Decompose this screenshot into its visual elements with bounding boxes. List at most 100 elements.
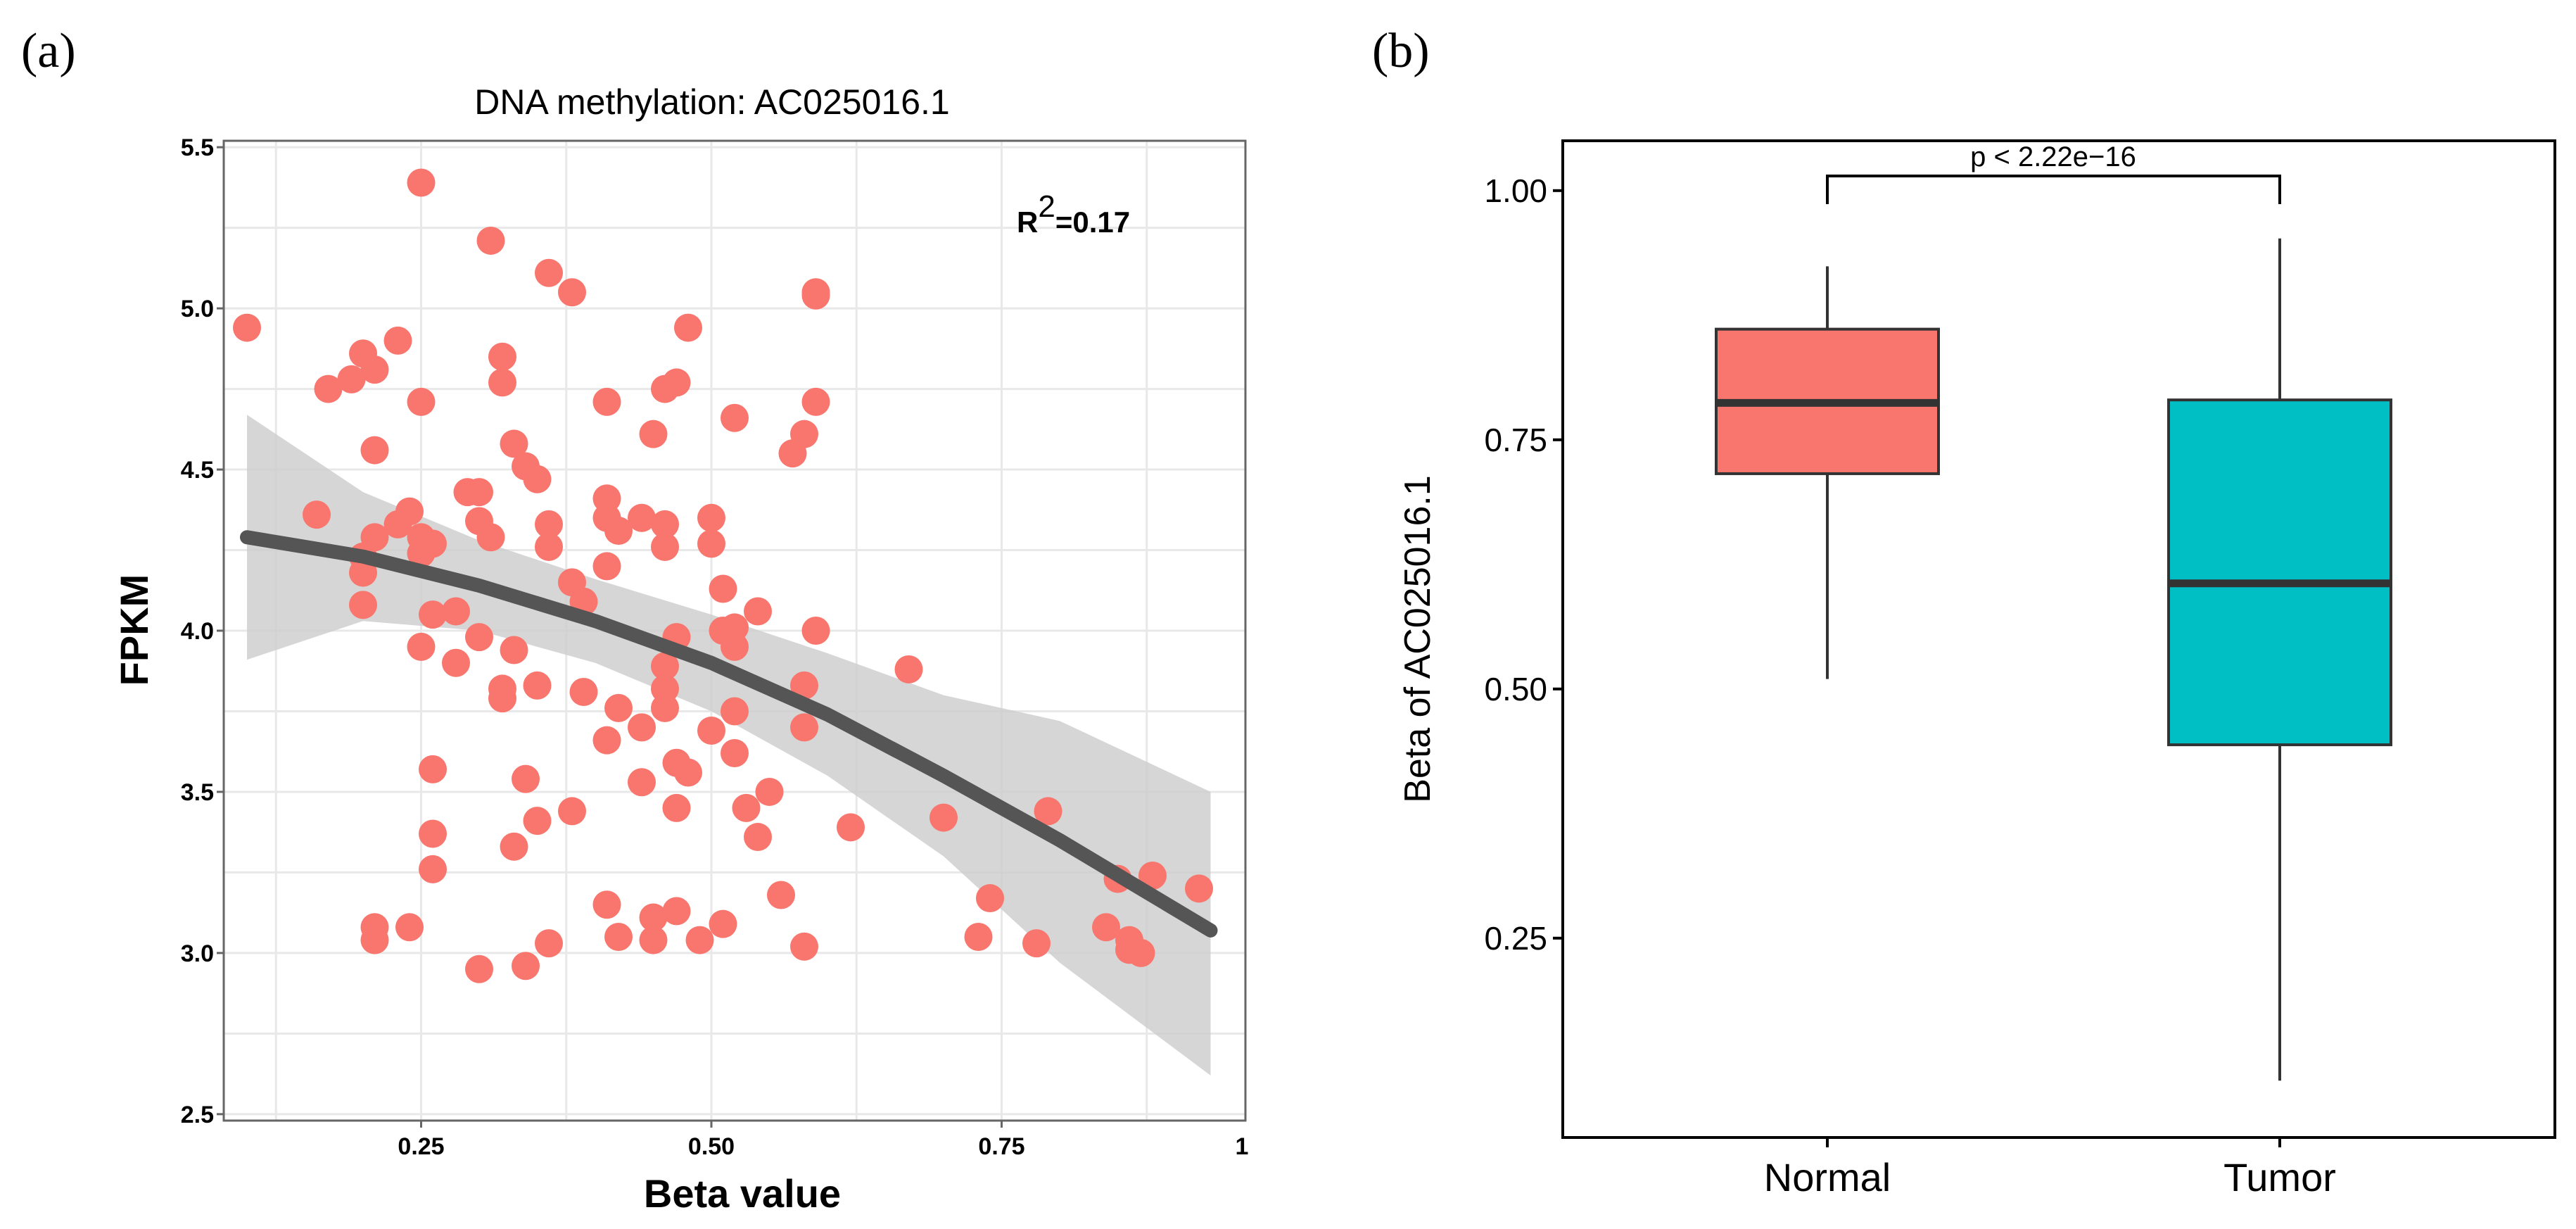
scatter-point [709, 909, 737, 938]
panel-a-y-ticks: 2.5 3.0 3.5 4.0 4.5 5.0 5.5 [181, 134, 224, 1128]
scatter-point [407, 632, 436, 661]
scatter-point [419, 600, 447, 629]
panel-a-y-axis-title: FPKM [112, 574, 156, 686]
scatter-point [651, 532, 679, 561]
scatter-point [592, 387, 621, 416]
scatter-point [651, 652, 679, 681]
scatter-point [639, 420, 668, 448]
scatter-point [721, 403, 749, 432]
scatter-point [767, 881, 795, 909]
scatter-point [662, 793, 691, 822]
y-tick-label: 4.5 [181, 457, 214, 484]
scatter-point [512, 764, 540, 793]
scatter-point [488, 368, 516, 397]
scatter-point [349, 558, 377, 587]
scatter-point [383, 326, 412, 355]
confidence-band [247, 415, 1211, 1076]
scatter-point [360, 926, 389, 954]
scatter-point [407, 387, 436, 416]
scatter-point [628, 713, 656, 742]
scatter-point [755, 777, 784, 806]
scatter-point [639, 903, 668, 932]
scatter-point [569, 678, 598, 706]
r-squared-annotation: R2=0.17 [1017, 189, 1130, 239]
scatter-point [592, 890, 621, 919]
y-tick-label: 2.5 [181, 1102, 214, 1128]
scatter-point [674, 758, 702, 787]
scatter-point [303, 500, 331, 529]
r2-value: =0.17 [1055, 206, 1130, 239]
scatter-point [744, 823, 772, 852]
scatter-point [732, 793, 761, 822]
scatter-point [801, 617, 830, 645]
scatter-point [801, 278, 830, 307]
panel-b-boxplot: (b) 0.25 0.50 0.75 1.00 Normal Tumor p < 2.2… [1372, 24, 2556, 1199]
scatter-point [337, 365, 366, 393]
y-tick-label: 0.50 [1484, 671, 1547, 707]
scatter-point [535, 532, 563, 561]
y-tick-label: 0.25 [1484, 920, 1547, 957]
scatter-point [662, 897, 691, 926]
scatter-point [419, 755, 447, 783]
r2-prefix: R [1017, 206, 1038, 239]
scatter-point [465, 478, 493, 507]
scatter-point [790, 671, 818, 700]
scatter-point [1034, 797, 1062, 826]
scatter-point [929, 803, 958, 832]
panel-a-label: (a) [21, 24, 76, 78]
scatter-point [592, 552, 621, 581]
panel-b-y-axis-title: Beta of AC025016.1 [1397, 475, 1438, 803]
scatter-point [721, 697, 749, 726]
scatter-point [500, 636, 528, 664]
scatter-point [442, 648, 470, 677]
scatter-point [1127, 938, 1155, 967]
scatter-point [488, 342, 516, 371]
scatter-point [592, 726, 621, 755]
scatter-point [674, 313, 702, 342]
y-tick-label: 1.00 [1484, 172, 1547, 209]
scatter-point [419, 855, 447, 883]
scatter-point [512, 952, 540, 981]
scatter-point [651, 693, 679, 722]
scatter-point [697, 716, 725, 745]
scatter-point [523, 465, 552, 493]
scatter-point [1092, 913, 1120, 942]
scatter-point [395, 913, 424, 942]
scatter-point [964, 923, 993, 951]
scatter-point [535, 510, 563, 538]
scatter-point [639, 926, 668, 954]
scatter-point [976, 884, 1004, 913]
significance-bracket [1826, 175, 2281, 204]
panel-a-x-ticks: 0.25 0.50 0.75 1 [398, 1121, 1248, 1160]
scatter-point [721, 632, 749, 661]
scatter-point [360, 355, 389, 384]
r2-superscript: 2 [1038, 189, 1055, 224]
boxes [1715, 238, 2392, 1081]
scatter-point [685, 926, 714, 954]
panel-b-x-ticks: Normal Tumor [1764, 1137, 2336, 1199]
scatter-point [558, 278, 586, 307]
x-tick-label: 1 [1236, 1133, 1249, 1160]
scatter-point [604, 517, 633, 546]
scatter-point [500, 832, 528, 861]
x-tick-label: 0.75 [978, 1133, 1024, 1160]
scatter-point [476, 523, 505, 552]
scatter-point [488, 684, 516, 713]
scatter-point [314, 374, 343, 403]
panel-b-plot-frame [1561, 139, 2556, 1139]
scatter-point [1138, 862, 1167, 890]
scatter-point [349, 591, 377, 619]
scatter-point [790, 932, 818, 961]
significance-label: p < 2.22e−16 [1970, 141, 2136, 172]
scatter-point [801, 387, 830, 416]
scatter-point [523, 807, 552, 836]
panel-a-scatter: (a) DNA methylation: AC025016.1 2.5 3.0 3.… [21, 24, 1248, 1216]
interquartile-box [2167, 398, 2392, 747]
scatter-point [558, 797, 586, 826]
scatter-point [697, 529, 725, 558]
scatter-point [709, 574, 737, 603]
panel-b-label: (b) [1372, 24, 1430, 78]
x-category-label: Normal [1764, 1155, 1891, 1199]
scatter-point [407, 168, 436, 197]
